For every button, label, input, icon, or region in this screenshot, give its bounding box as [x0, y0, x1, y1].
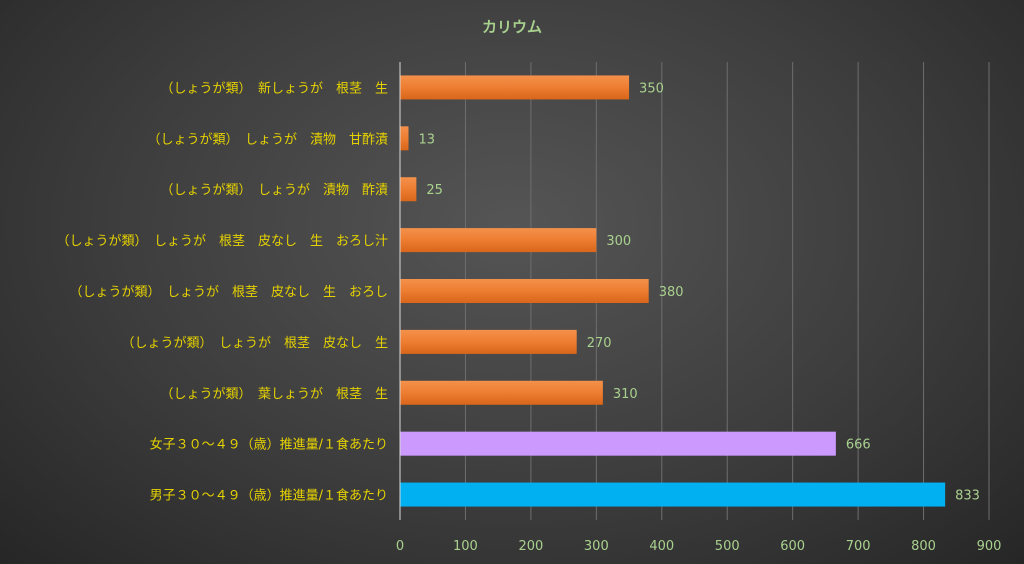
category-label: 男子３０～４９（歳）推進量/１食あたり: [150, 488, 388, 504]
chart-title: カリウム: [482, 18, 542, 36]
category-labels: （しょうが類） 新しょうが 根茎 生 （しょうが類） しょうが 漬物 甘酢漬 （しょ…: [56, 80, 388, 503]
x-tick-label: 400: [649, 539, 674, 554]
category-label: （しょうが類） しょうが 漬物 甘酢漬: [147, 132, 388, 147]
category-label: （しょうが類） しょうが 根茎 皮なし 生 おろし汁: [56, 234, 388, 249]
x-tick-label: 900: [977, 539, 1002, 554]
category-label: （しょうが類） しょうが 根茎 皮なし 生: [121, 336, 388, 351]
bar: [400, 177, 417, 202]
data-label: 25: [426, 183, 443, 198]
data-label: 380: [659, 285, 684, 300]
category-label: （しょうが類） しょうが 漬物 酢漬: [160, 183, 388, 198]
category-label: 女子３０～４９（歳）推進量/１食あたり: [150, 437, 388, 453]
x-tick-label: 300: [584, 539, 609, 554]
data-label: 270: [587, 336, 612, 351]
data-label: 350: [639, 81, 664, 96]
category-label: （しょうが類） 新しょうが 根茎 生: [160, 80, 388, 96]
data-label: 666: [846, 438, 871, 453]
bars: [400, 75, 946, 507]
x-tick-label: 0: [396, 539, 404, 554]
category-label: （しょうが類） 葉しょうが 根茎 生: [160, 387, 388, 402]
bar: [400, 380, 603, 405]
bar: [400, 431, 836, 456]
x-tick-label: 700: [846, 539, 871, 554]
x-axis-ticks: 0 100 200 300 400 500 600 700 800 900: [396, 539, 1002, 554]
x-tick-label: 200: [518, 539, 543, 554]
data-label: 310: [613, 387, 638, 402]
bar: [400, 279, 649, 303]
x-tick-label: 800: [911, 539, 936, 554]
bar: [400, 329, 577, 354]
data-label: 13: [419, 132, 436, 147]
bar: [400, 482, 946, 507]
x-tick-label: 100: [453, 539, 478, 554]
data-labels: 350 13 25 300 380 270 310 666 833: [419, 81, 980, 503]
bar: [400, 75, 630, 100]
data-label: 300: [606, 234, 631, 249]
category-label: （しょうが類） しょうが 根茎 皮なし 生 おろし: [69, 285, 388, 300]
data-label: 833: [955, 489, 980, 504]
bar: [400, 126, 409, 151]
x-tick-label: 600: [780, 539, 805, 554]
gridlines: [464, 62, 990, 520]
bar: [400, 228, 597, 253]
x-tick-label: 500: [715, 539, 740, 554]
